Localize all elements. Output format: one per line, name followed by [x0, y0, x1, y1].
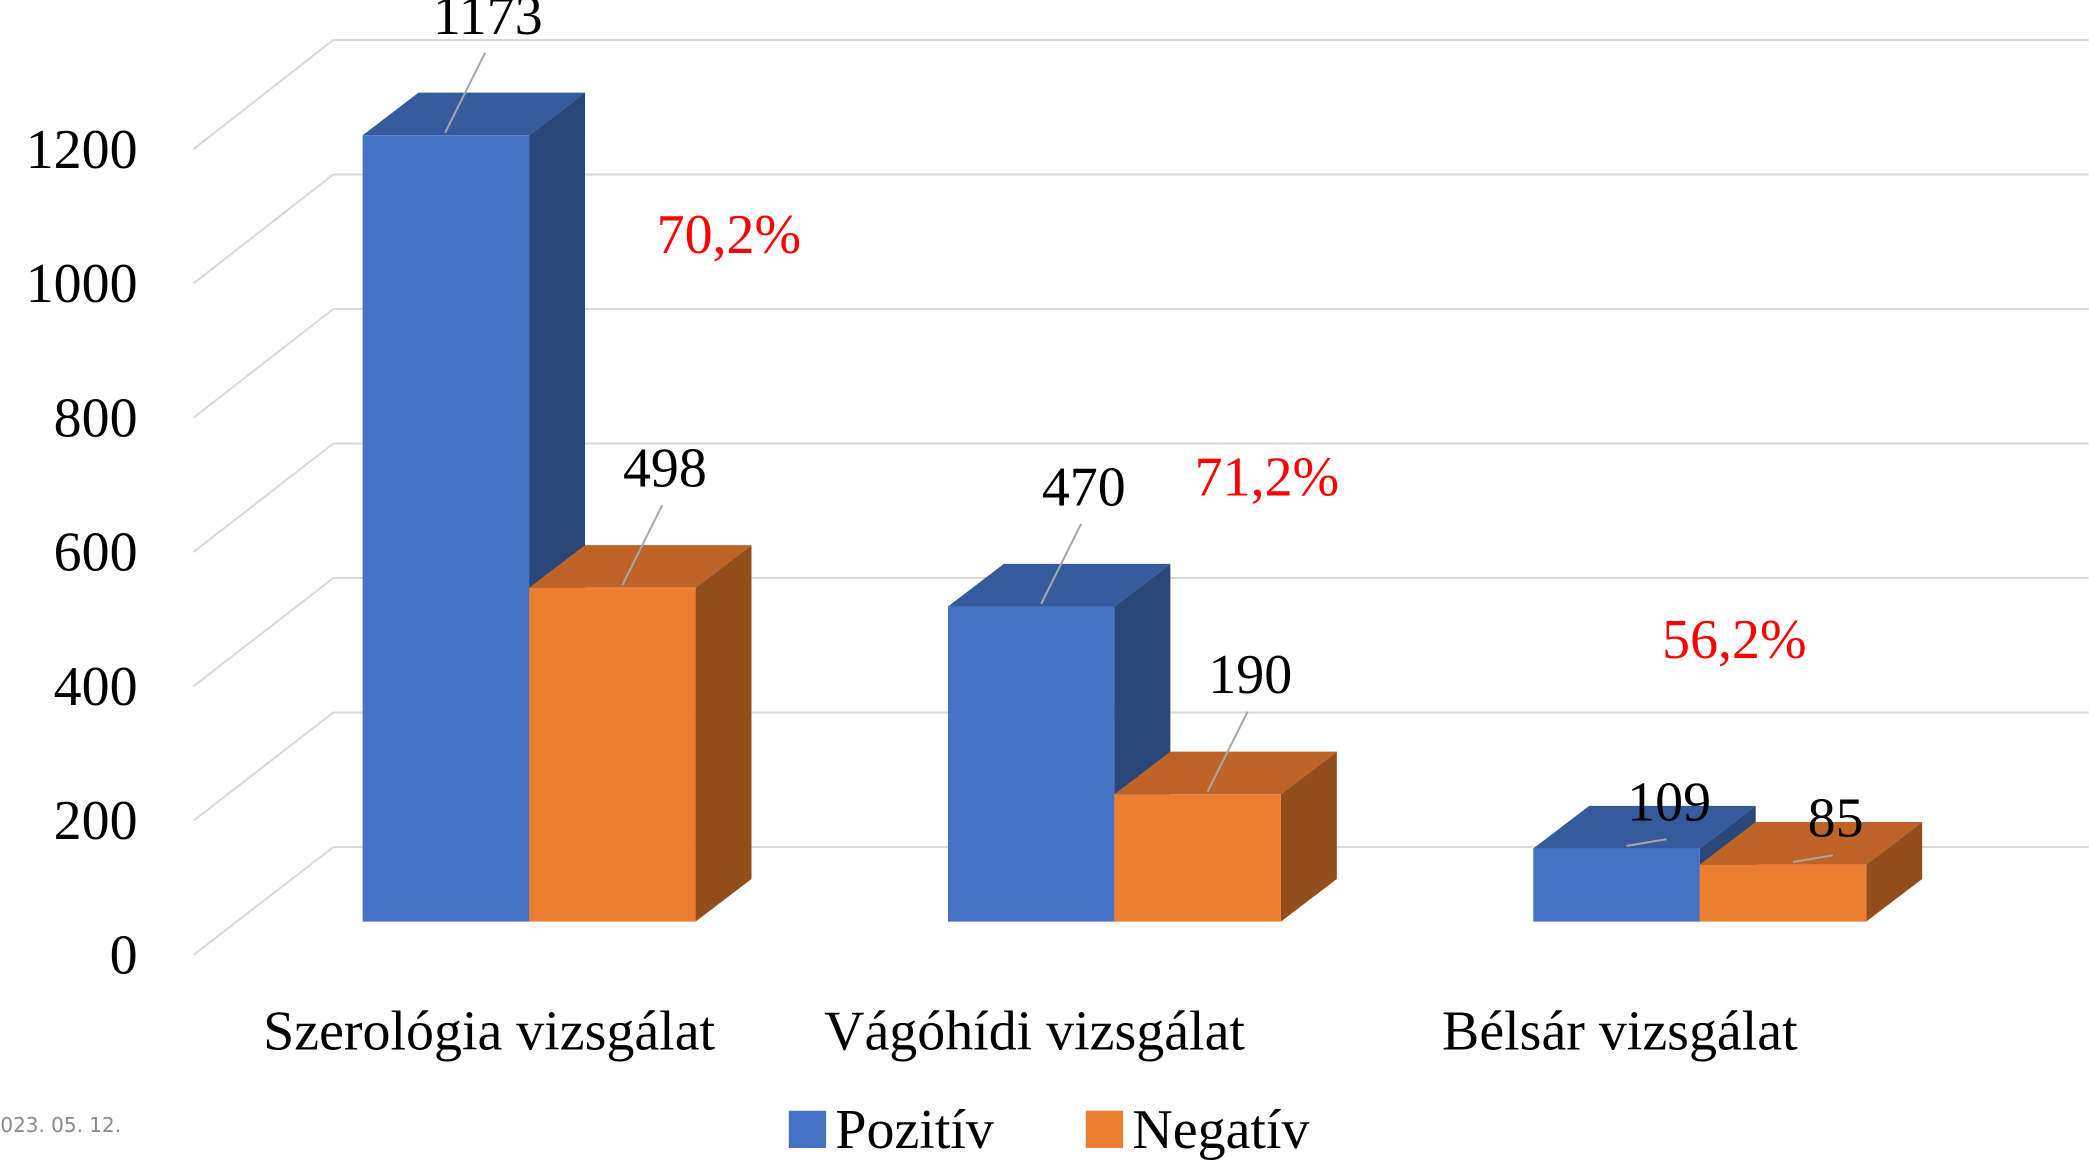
bar-top [362, 92, 586, 136]
bar-front [947, 606, 1115, 922]
y-tick-label: 600 [54, 522, 138, 584]
bar-front [1533, 848, 1700, 922]
grid-line-side [192, 577, 334, 688]
leader-line [444, 52, 487, 134]
bar-front [362, 135, 530, 922]
legend-swatch [1085, 1110, 1124, 1149]
leader-line [1792, 854, 1834, 863]
data-label: 470 [1042, 456, 1126, 518]
y-tick-label: 800 [54, 387, 138, 449]
legend-label: Negatív [1132, 1099, 1309, 1160]
y-tick-label: 0 [110, 925, 138, 987]
y-tick-label: 1000 [26, 253, 138, 315]
bar-top [1699, 822, 1923, 865]
footer-date: 023. 05. 12. [0, 1113, 121, 1137]
annotation: 70,2% [657, 204, 801, 266]
legend-label: Pozitív [835, 1099, 993, 1160]
bar-top [1114, 751, 1337, 795]
leader-line [1206, 711, 1249, 793]
y-tick-label: 1200 [26, 119, 138, 181]
grid-line-side [192, 39, 334, 150]
grid-line-side [192, 308, 334, 419]
bar [1114, 751, 1337, 922]
y-tick-label: 400 [54, 656, 138, 718]
grid-line-side [192, 173, 334, 285]
data-label: 85 [1808, 788, 1864, 850]
y-tick-label: 200 [54, 790, 138, 852]
data-label: 109 [1627, 772, 1711, 834]
data-label: 1173 [433, 0, 543, 47]
data-label: 498 [623, 438, 707, 500]
grid-line-side [192, 442, 334, 553]
bar-front [529, 587, 696, 922]
bar-front [1699, 864, 1867, 922]
annotation: 56,2% [1662, 609, 1806, 671]
leader-line [621, 504, 664, 586]
x-tick-label: Bélsár vizsgálat [1442, 1000, 1798, 1062]
grid-line-side [192, 711, 334, 822]
leader-line [1040, 523, 1083, 605]
bar-top [947, 563, 1171, 607]
grid-line-side [192, 846, 334, 956]
bar-front [1114, 794, 1281, 922]
bar-side [695, 545, 752, 922]
data-label: 190 [1208, 644, 1292, 706]
bar [1699, 822, 1923, 922]
legend-swatch [788, 1110, 827, 1149]
bar-top [529, 545, 752, 588]
bar-side [1280, 751, 1337, 922]
bar-side [1866, 822, 1923, 922]
bar-top [1533, 805, 1756, 849]
x-tick-label: Vágóhídi vizsgálat [824, 1000, 1245, 1062]
bar [529, 545, 752, 922]
x-tick-label: Szerológia vizsgálat [263, 1000, 715, 1062]
annotation: 71,2% [1195, 446, 1339, 508]
leader-line [1626, 838, 1667, 847]
